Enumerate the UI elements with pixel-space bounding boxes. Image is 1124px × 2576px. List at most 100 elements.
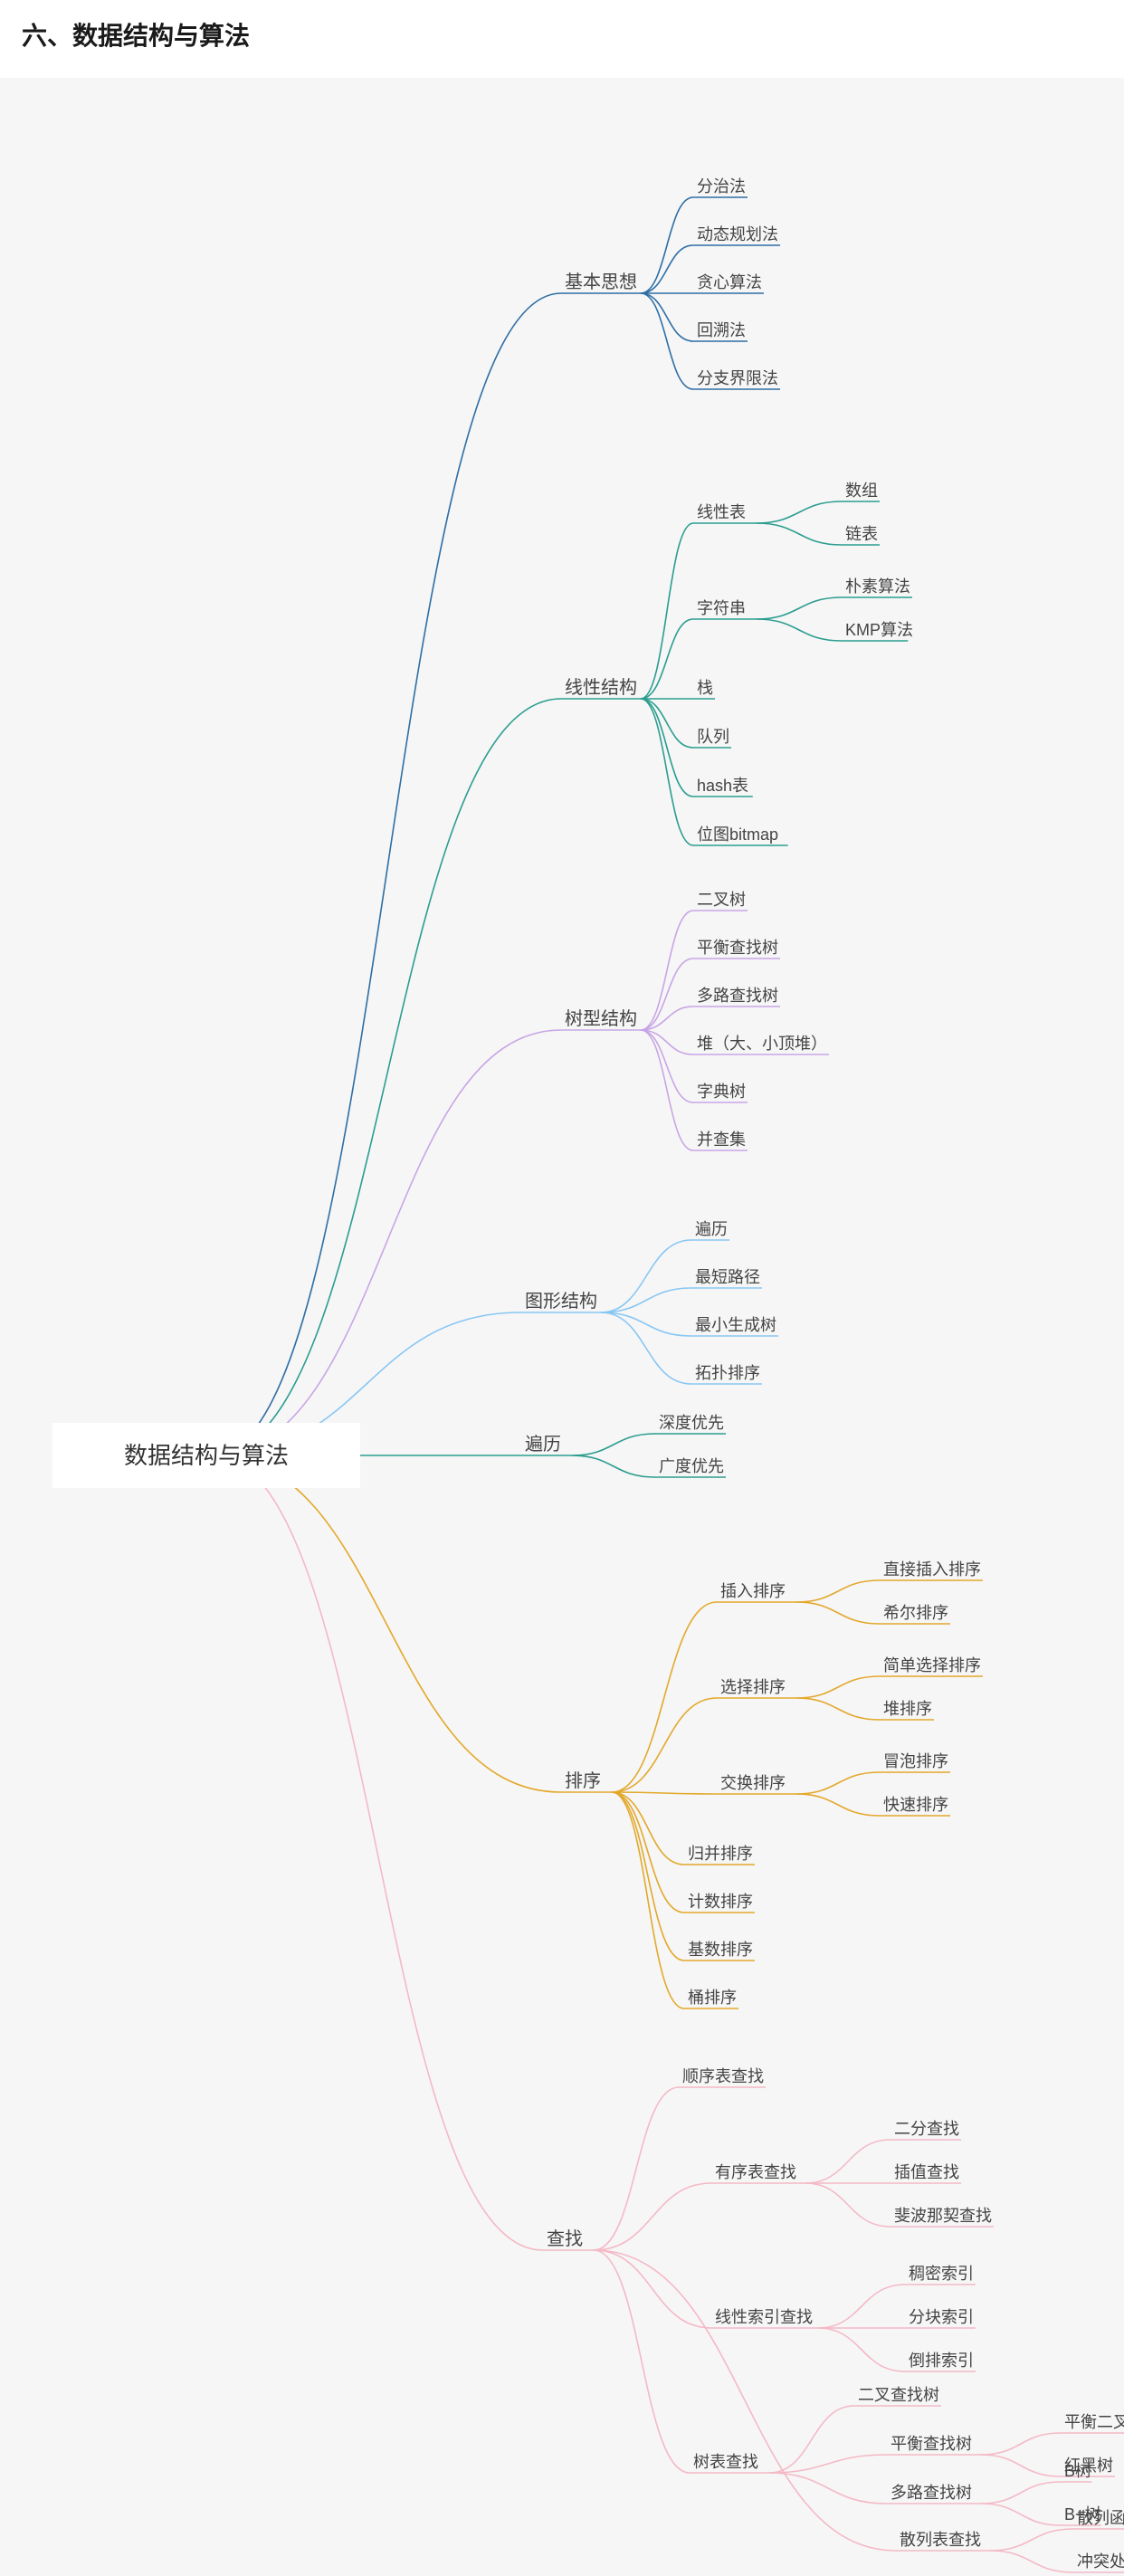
node-label: 分支界限法 (697, 369, 778, 387)
node-label: 树型结构 (565, 1008, 637, 1029)
edge (641, 699, 693, 748)
edge (796, 1698, 880, 1720)
node-label: 贪心算法 (697, 273, 762, 291)
node-label: 平衡二叉树AVL (1064, 2413, 1124, 2431)
edge (796, 1580, 880, 1602)
node-label: 插值查找 (894, 2163, 959, 2181)
edge (612, 1792, 684, 1961)
edge (796, 1794, 880, 1816)
node-label: 广度优先 (659, 1457, 724, 1475)
node-label: 平衡查找树 (891, 2435, 972, 2453)
node-label: hash表 (697, 777, 748, 795)
node-label: 稠密索引 (909, 2265, 974, 2283)
node-label: 分治法 (697, 177, 746, 196)
node-label: 斐波那契查找 (894, 2207, 992, 2225)
edge (594, 2183, 711, 2250)
mindmap-canvas: 数据结构与算法 基本思想线性结构树型结构图形结构 遍历排序查找 分治法动态规划法贪心算… (0, 78, 1124, 2576)
edge (641, 699, 693, 797)
node-label: 最短路径 (695, 1268, 760, 1286)
mindmap-svg: 数据结构与算法 基本思想线性结构树型结构图形结构 遍历排序查找 分治法动态规划法贪心算… (0, 78, 1124, 2576)
edge (601, 1312, 691, 1336)
node-label: 查找 (547, 2228, 583, 2249)
edge (769, 2406, 854, 2473)
edge (641, 911, 693, 1030)
edge (612, 1792, 717, 1794)
edge (981, 2433, 1061, 2455)
edge (757, 619, 842, 641)
node-label: 排序 (565, 1770, 601, 1791)
node-label: 多路查找树 (697, 987, 778, 1005)
edge (796, 1676, 880, 1698)
edge (572, 1455, 655, 1477)
edge (212, 1455, 543, 2250)
node-label: 散列表查找 (900, 2531, 981, 2549)
node-label: 希尔排序 (883, 1604, 948, 1622)
node-label: 选择排序 (720, 1678, 786, 1696)
node-label: 数组 (845, 482, 878, 500)
edge (796, 1602, 880, 1624)
node-label: 最小生成树 (695, 1316, 776, 1334)
edge (990, 2529, 1073, 2551)
node-label: 栈 (697, 679, 713, 697)
edge (212, 1455, 561, 1792)
node-label: 线性表 (697, 503, 746, 521)
node-label: 直接插入排序 (883, 1560, 981, 1579)
node-label: 位图bitmap (697, 825, 778, 844)
node-label: 并查集 (697, 1131, 746, 1149)
edge (612, 1792, 684, 2008)
node-label: 分块索引 (909, 2308, 974, 2326)
node-label: 多路查找树 (891, 2484, 972, 2502)
node-label: 堆（大、小顶堆） (697, 1035, 827, 1053)
node-label: 拓扑排序 (695, 1364, 760, 1382)
edge (594, 2250, 690, 2473)
edge (805, 2140, 891, 2183)
node-label: 动态规划法 (697, 225, 778, 243)
node-label: 交换排序 (720, 1774, 786, 1792)
edge (990, 2551, 1073, 2572)
node-label: 快速排序 (883, 1796, 948, 1814)
node-label: 归并排序 (688, 1845, 753, 1863)
node-label: 树表查找 (693, 2453, 758, 2471)
node-label: 冲突处理 (1077, 2552, 1124, 2571)
edge (981, 2482, 1061, 2504)
node-label: 队列 (697, 728, 729, 746)
node-label: 计数排序 (688, 1893, 753, 1911)
node-label: 基数排序 (688, 1941, 753, 1959)
node-label: 深度优先 (659, 1414, 724, 1432)
node-label: 二叉查找树 (858, 2386, 939, 2404)
edge (641, 699, 693, 845)
edge (757, 597, 842, 619)
edge (818, 2328, 905, 2371)
node-label: 朴素算法 (845, 577, 910, 596)
edge (805, 2183, 891, 2227)
node-label: 堆排序 (883, 1700, 932, 1718)
edge (612, 1698, 717, 1792)
node-label: 线性结构 (565, 677, 637, 698)
node-label: 基本思想 (565, 272, 637, 292)
node-label: 字符串 (697, 599, 746, 617)
edge (212, 699, 561, 1455)
edge (796, 1772, 880, 1794)
node-label: 遍历 (695, 1220, 728, 1238)
node-label: 冒泡排序 (883, 1752, 948, 1770)
nodes-layer: 基本思想线性结构树型结构图形结构 遍历排序查找 分治法动态规划法贪心算法回溯法分支界… (521, 177, 1124, 2572)
edge (641, 245, 693, 293)
node-label: 图形结构 (525, 1291, 597, 1312)
node-label: 回溯法 (697, 321, 746, 339)
node-label: 插入排序 (720, 1582, 786, 1600)
node-label: 简单选择排序 (883, 1656, 981, 1674)
node-label: B树 (1064, 2462, 1091, 2480)
node-label: 字典树 (697, 1083, 746, 1101)
edge (641, 293, 693, 341)
edge (601, 1288, 691, 1312)
root-node-label: 数据结构与算法 (124, 1442, 289, 1469)
node-label: 顺序表查找 (682, 2067, 764, 2085)
page-title: 六、数据结构与算法 (0, 0, 1124, 78)
edge (594, 2087, 679, 2250)
edge (981, 2455, 1061, 2476)
node-label: 二分查找 (894, 2120, 959, 2138)
edge (757, 501, 842, 523)
edge (818, 2285, 905, 2328)
node-label: 有序表查找 (715, 2163, 796, 2181)
edge (769, 2455, 887, 2473)
